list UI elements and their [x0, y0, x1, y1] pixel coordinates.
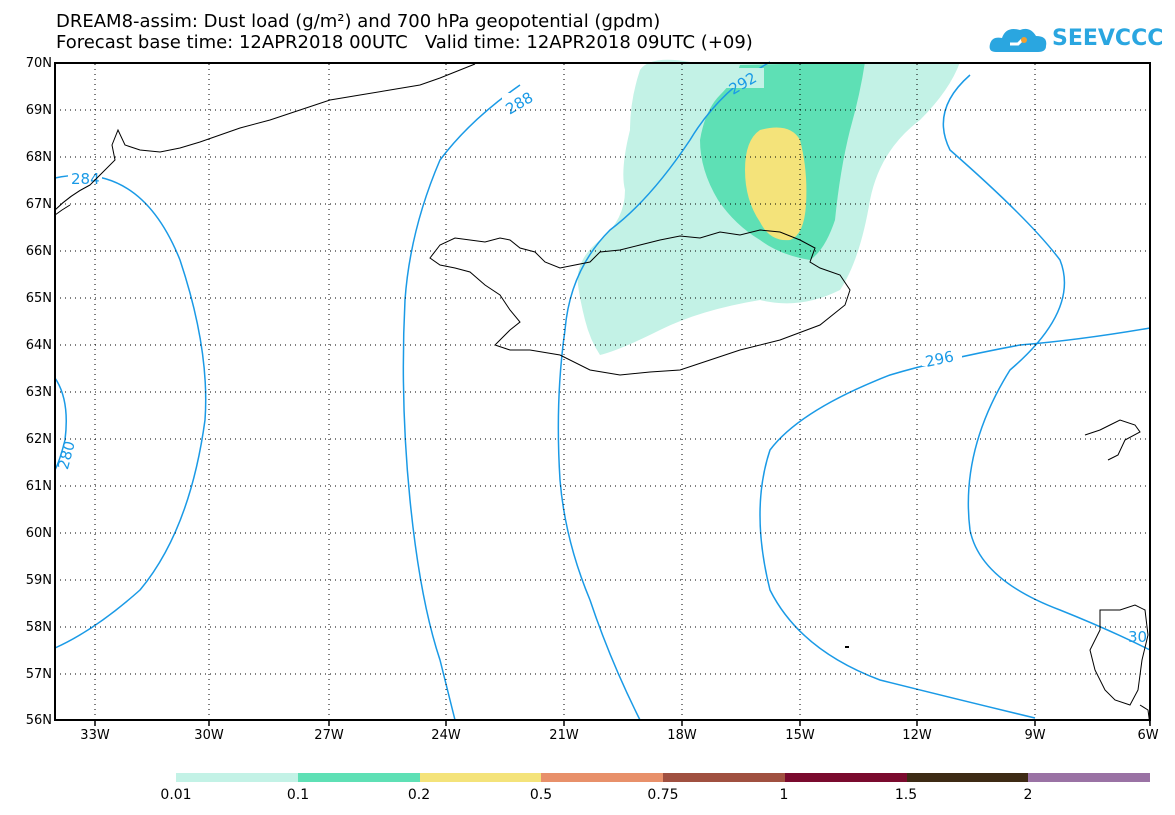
legend-swatch	[176, 773, 298, 782]
legend-swatch	[784, 773, 907, 782]
contour-label: 280	[54, 439, 79, 471]
legend-swatch	[419, 773, 542, 782]
lon-label: 15W	[785, 728, 815, 743]
legend-label: 0.5	[529, 787, 553, 803]
legend-label: 0.2	[407, 787, 431, 803]
lon-label: 6W	[1137, 728, 1159, 743]
chart-subtitle: Forecast base time: 12APR2018 00UTC Vali…	[56, 32, 753, 53]
lat-label: 62N	[25, 432, 52, 447]
lon-label: 21W	[549, 728, 579, 743]
legend-label: 0.1	[286, 787, 310, 803]
lon-label: 27W	[314, 728, 344, 743]
legend-label: 0.01	[160, 787, 192, 803]
lat-label: 67N	[25, 197, 52, 212]
lat-label: 63N	[25, 385, 52, 400]
dust-area-high	[745, 127, 807, 241]
grid-lines	[55, 64, 1150, 720]
lat-label: 64N	[25, 338, 52, 353]
legend-swatch	[297, 773, 420, 782]
contour-label: 284	[71, 170, 100, 188]
legend-swatch	[1028, 773, 1150, 782]
lat-label: 69N	[25, 103, 52, 118]
logo-text: SEEVCCC	[1052, 26, 1164, 51]
legend-label: 1.5	[894, 787, 918, 803]
lat-label: 68N	[25, 150, 52, 165]
coastlines	[54, 63, 1151, 726]
map-frame	[54, 62, 1151, 721]
lon-label: 24W	[431, 728, 461, 743]
color-legend-bar	[176, 773, 1150, 782]
legend-swatch	[541, 773, 663, 782]
legend-label: 0.75	[647, 787, 679, 803]
legend-label: 2	[1023, 787, 1033, 803]
lon-label: 33W	[80, 728, 110, 743]
lat-label: 60N	[25, 526, 52, 541]
lat-label: 66N	[25, 244, 52, 259]
lat-label: 65N	[25, 291, 52, 306]
legend-swatch	[663, 773, 785, 782]
contour-label: 30	[1128, 628, 1147, 646]
lat-label: 56N	[25, 713, 52, 728]
contour-label: 288	[503, 88, 537, 118]
cloud-logo-icon	[989, 28, 1047, 52]
legend-label: 1	[779, 787, 789, 803]
lat-label: 57N	[25, 667, 52, 682]
chart-title: DREAM8-assim: Dust load (g/m²) and 700 h…	[56, 11, 661, 32]
contour-label: 296	[924, 347, 956, 371]
lon-label: 30W	[194, 728, 224, 743]
lon-label: 9W	[1024, 728, 1046, 743]
legend-swatch	[906, 773, 1029, 782]
contour-lines	[54, 61, 1151, 721]
lon-label: 18W	[667, 728, 697, 743]
lat-label: 61N	[25, 479, 52, 494]
lat-label: 70N	[25, 56, 52, 71]
lat-label: 58N	[25, 620, 52, 635]
lon-label: 12W	[902, 728, 932, 743]
lat-label: 59N	[25, 573, 52, 588]
